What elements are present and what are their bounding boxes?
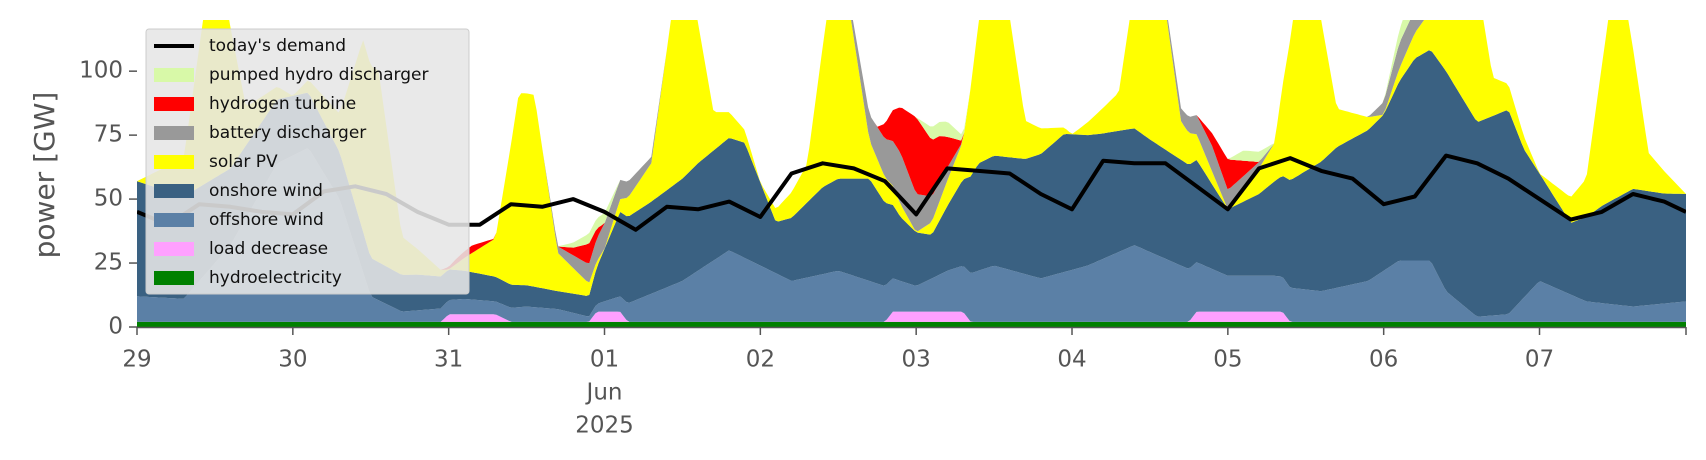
legend-label-hydroelectricity: hydroelectricity [209,268,342,288]
legend-label-today-s-demand: today's demand [209,36,346,56]
legend-swatch-battery-discharger [154,126,194,140]
x-tick-label: 07 [1525,347,1554,373]
y-tick-label: 50 [94,186,123,212]
x-ticks: 29 30 31 01 Jun 2025 02 03 04 05 06 07 [122,327,1687,439]
x-tick-label: 2025 [575,413,634,439]
y-tick-label: 25 [94,250,123,276]
x-tick-label: 29 [122,347,151,373]
x-tick-label: 06 [1369,347,1398,373]
x-tick-label: 04 [1057,347,1086,373]
legend: today's demand pumped hydro discharger hyd… [145,28,470,295]
x-tick-label: 31 [434,347,463,373]
y-axis-title: power [GW] [28,92,61,259]
x-tick-label: 30 [278,347,307,373]
x-tick-label: Jun [585,380,623,406]
legend-swatch-pumped-hydro-discharger [154,68,194,82]
legend-swatch-onshore-wind [154,184,194,198]
legend-label-offshore-wind: offshore wind [209,210,324,230]
x-tick-label: 03 [902,347,931,373]
legend-swatch-solar-pv [154,155,194,169]
legend-swatch-offshore-wind [154,213,194,227]
y-tick-label: 75 [94,122,123,148]
legend-label-solar-pv: solar PV [209,152,278,172]
legend-label-load-decrease: load decrease [209,239,328,259]
legend-label-battery-discharger: battery discharger [209,123,366,143]
legend-label-hydrogen-turbine: hydrogen turbine [209,94,356,114]
y-ticks: 0 25 50 75 100 [79,58,137,340]
area-onshore-wind [137,50,1686,317]
axes: 0 25 50 75 100 29 30 31 01 Jun 2025 02 03 04 05 06 07 [79,58,1687,439]
y-tick-label: 100 [79,58,123,84]
area-hydrogen-turbine [137,20,1686,270]
area-load-decrease [137,311,1686,322]
area-solar-pv [137,20,1686,296]
legend-swatch-hydroelectricity [154,271,194,285]
legend-label-pumped-hydro-discharger: pumped hydro discharger [209,65,428,85]
legend-swatch-load-decrease [154,242,194,256]
y-tick-label: 0 [108,314,123,340]
x-tick-label: 01 [590,347,619,373]
x-tick-label: 05 [1213,347,1242,373]
legend-background [145,28,470,295]
x-tick-label: 02 [746,347,775,373]
legend-items: today's demand pumped hydro discharger hyd… [154,36,428,288]
area-hydroelectricity [137,321,1686,327]
legend-swatch-hydrogen-turbine [154,97,194,111]
legend-label-onshore-wind: onshore wind [209,181,323,201]
